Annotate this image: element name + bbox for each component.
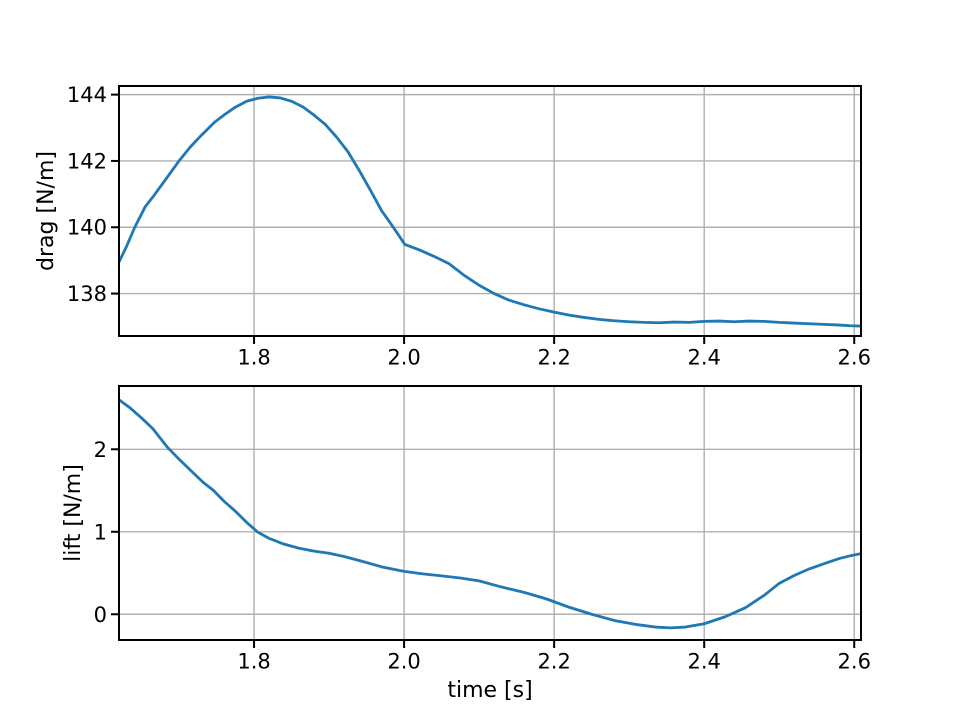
drag-axes: 1.8 2.0 2.2 2.4 2.6 138 140 142 144 drag [N/m] bbox=[34, 83, 871, 369]
x-tick-label: 2.4 bbox=[687, 346, 720, 370]
axes-background bbox=[119, 386, 861, 640]
x-tick-label: 1.8 bbox=[237, 650, 270, 674]
x-tick-label: 2.6 bbox=[838, 650, 871, 674]
x-axis-label: time [s] bbox=[447, 678, 532, 703]
y-tick-label: 0 bbox=[94, 603, 107, 627]
y-tick-label: 1 bbox=[94, 520, 107, 544]
y-axis-label: drag [N/m] bbox=[34, 151, 59, 271]
axes-background bbox=[119, 86, 861, 336]
drag-curve bbox=[119, 95, 861, 328]
axes-spines bbox=[118, 385, 862, 641]
x-tick-label: 2.2 bbox=[537, 346, 570, 370]
y-axis-label: lift [N/m] bbox=[61, 464, 86, 562]
axes-spines bbox=[118, 85, 862, 337]
y-tick-label: 142 bbox=[67, 149, 107, 173]
x-tick-label: 1.8 bbox=[237, 346, 270, 370]
lift-axes: 1.8 2.0 2.2 2.4 2.6 0 1 2 lift [N/m] time [s] bbox=[61, 385, 871, 703]
x-tick-label: 2.0 bbox=[387, 346, 420, 370]
y-tick-label: 140 bbox=[67, 216, 107, 240]
y-tick-label: 144 bbox=[67, 83, 107, 107]
y-tick-label: 138 bbox=[67, 282, 107, 306]
x-tick-label: 2.6 bbox=[838, 346, 871, 370]
x-tick-label: 2.4 bbox=[687, 650, 720, 674]
lift-curve bbox=[119, 398, 861, 630]
y-tick-label: 2 bbox=[94, 438, 107, 462]
x-tick-label: 2.0 bbox=[387, 650, 420, 674]
x-tick-label: 2.2 bbox=[537, 650, 570, 674]
